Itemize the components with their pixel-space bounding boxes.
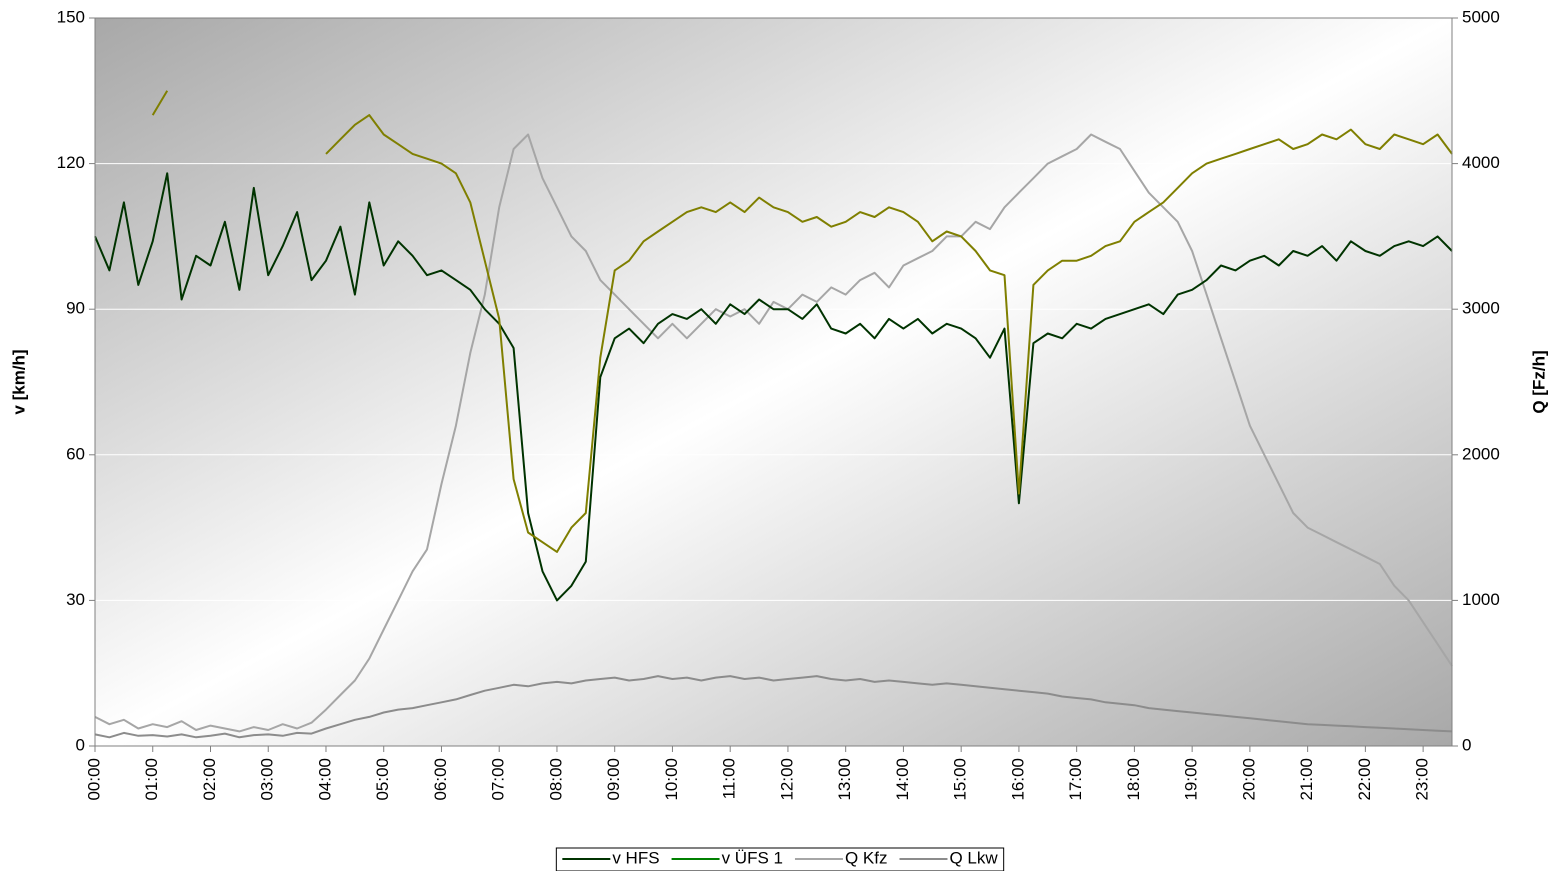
y-tick-label: 30 (66, 590, 85, 609)
legend-label: v HFS (612, 848, 659, 867)
legend-box (555, 847, 1005, 871)
y2-axis-title: Q [Fz/h] (1529, 350, 1548, 413)
x-tick-label: 23:00 (1413, 758, 1432, 801)
plot-area (94, 17, 1453, 747)
x-tick-label: 12:00 (777, 758, 796, 801)
series-line (94, 133, 1453, 733)
series-line (94, 172, 1453, 602)
y2-tick-label: 3000 (1462, 299, 1500, 318)
y-tick-label: 120 (57, 153, 85, 172)
x-tick-label: 01:00 (142, 758, 161, 801)
legend-label: v ÜFS 1 (722, 848, 783, 867)
plot-area (94, 17, 1453, 747)
x-tick-label: 10:00 (662, 758, 681, 801)
x-tick-label: 06:00 (431, 758, 450, 801)
x-tick-label: 20:00 (1239, 758, 1258, 801)
y2-tick-label: 4000 (1462, 153, 1500, 172)
x-tick-label: 03:00 (258, 758, 277, 801)
series-line (94, 675, 1453, 739)
y-tick-label: 0 (76, 735, 85, 754)
x-tick-label: 15:00 (951, 758, 970, 801)
x-tick-label: 11:00 (720, 758, 739, 799)
legend-label: Q Kfz (845, 848, 888, 867)
x-tick-label: 08:00 (546, 758, 565, 801)
x-tick-label: 13:00 (835, 758, 854, 801)
y-axis-title: v [km/h] (9, 349, 28, 414)
x-tick-label: 05:00 (373, 758, 392, 801)
legend-label: Q Lkw (949, 848, 998, 867)
series-line (151, 90, 1453, 553)
x-tick-label: 00:00 (84, 758, 103, 801)
x-tick-label: 18:00 (1124, 758, 1143, 801)
x-tick-label: 14:00 (893, 758, 912, 801)
y-tick-label: 90 (66, 299, 85, 318)
x-tick-label: 04:00 (315, 758, 334, 801)
x-tick-label: 16:00 (1008, 758, 1027, 801)
y2-tick-label: 0 (1462, 735, 1471, 754)
x-tick-label: 02:00 (200, 758, 219, 801)
y2-tick-label: 5000 (1462, 7, 1500, 26)
x-tick-label: 07:00 (489, 758, 508, 801)
x-tick-label: 22:00 (1355, 758, 1374, 801)
x-tick-label: 21:00 (1297, 758, 1316, 801)
y-tick-label: 60 (66, 444, 85, 463)
y-tick-label: 150 (57, 7, 85, 26)
x-tick-label: 19:00 (1182, 758, 1201, 801)
y2-tick-label: 2000 (1462, 444, 1500, 463)
y2-tick-label: 1000 (1462, 590, 1500, 609)
legend: v HFS v ÜFS 1 Q Kfz Q Lkw (555, 847, 1005, 871)
x-tick-label: 09:00 (604, 758, 623, 801)
x-tick-label: 17:00 (1066, 758, 1085, 801)
